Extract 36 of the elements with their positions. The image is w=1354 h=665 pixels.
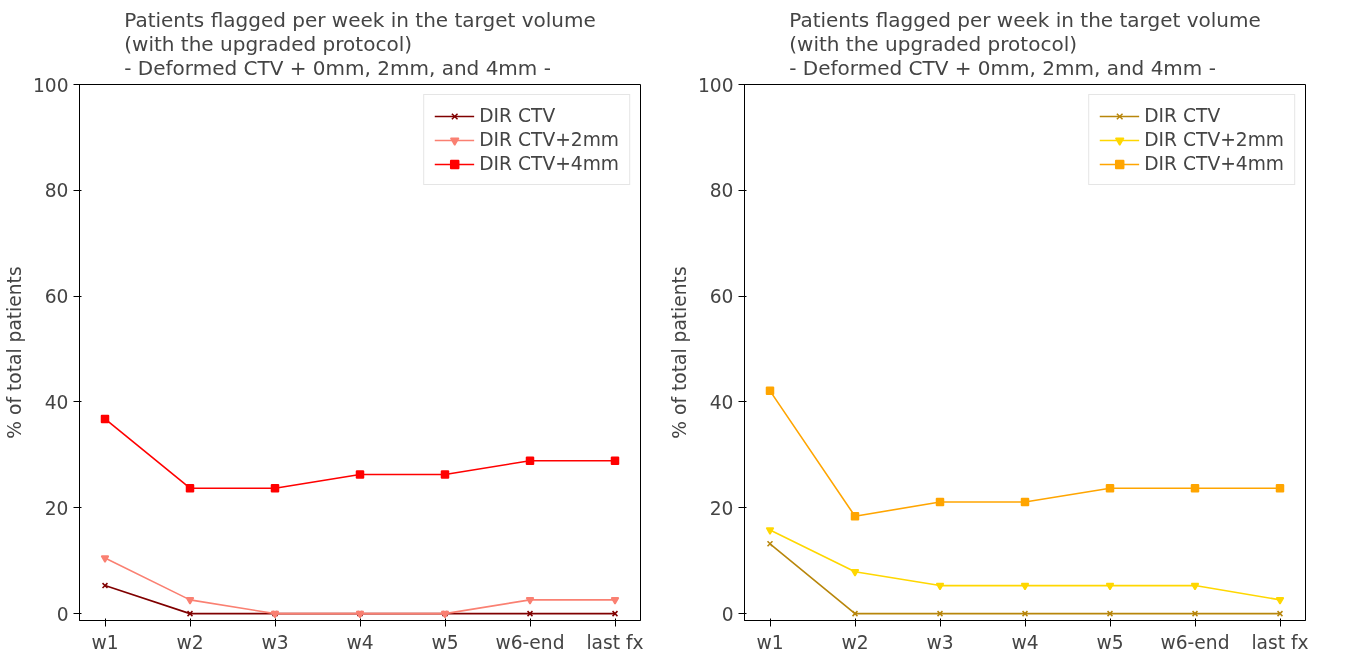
x-tick-label: last fx (1251, 631, 1309, 653)
x-tick-label: w5 (431, 631, 459, 653)
legend-label: DIR CTV (479, 105, 556, 126)
legend-label: DIR CTV+2mm (479, 129, 619, 150)
y-tick-label: 80 (709, 180, 734, 202)
y-tick-label: 100 (697, 74, 734, 96)
y-tick-label: 60 (44, 286, 69, 308)
x-tick-label: w4 (346, 631, 374, 653)
y-tick-label: 0 (721, 603, 734, 625)
y-tick-label: 100 (32, 74, 69, 96)
x-tick-label: w1 (91, 631, 119, 653)
y-tick-label: 20 (709, 497, 734, 519)
x-tick-label: w5 (1096, 631, 1124, 653)
y-tick-label: 60 (709, 286, 734, 308)
y-tick-label: 40 (44, 391, 69, 413)
x-tick-label: w4 (1011, 631, 1039, 653)
legend-label: DIR CTV (1144, 105, 1221, 126)
x-tick-label: w3 (926, 631, 954, 653)
chart-title: Patients flagged per week in the target volume (with the upgraded protocol) - Deformed CTV + 0mm, 2mm, and 4mm - (124, 7, 596, 80)
y-tick-label: 20 (44, 497, 69, 519)
x-tick-label: w1 (756, 631, 784, 653)
y-axis-title: % of total patients (3, 266, 25, 439)
legend-label: DIR CTV+4mm (1144, 153, 1284, 174)
x-tick-label: w2 (841, 631, 869, 653)
x-tick-label: last fx (586, 631, 644, 653)
x-tick-label: w6-end (1160, 631, 1230, 653)
x-tick-label: w6-end (495, 631, 565, 653)
x-tick-label: w3 (261, 631, 289, 653)
chart-title: Patients flagged per week in the target volume (with the upgraded protocol) - Deformed CTV + 0mm, 2mm, and 4mm - (789, 7, 1261, 80)
x-tick-label: w2 (176, 631, 204, 653)
y-tick-label: 80 (44, 180, 69, 202)
legend-label: DIR CTV+2mm (1144, 129, 1284, 150)
y-tick-label: 40 (709, 391, 734, 413)
y-axis-title: % of total patients (668, 266, 690, 439)
legend-label: DIR CTV+4mm (479, 153, 619, 174)
y-tick-label: 0 (56, 603, 69, 625)
